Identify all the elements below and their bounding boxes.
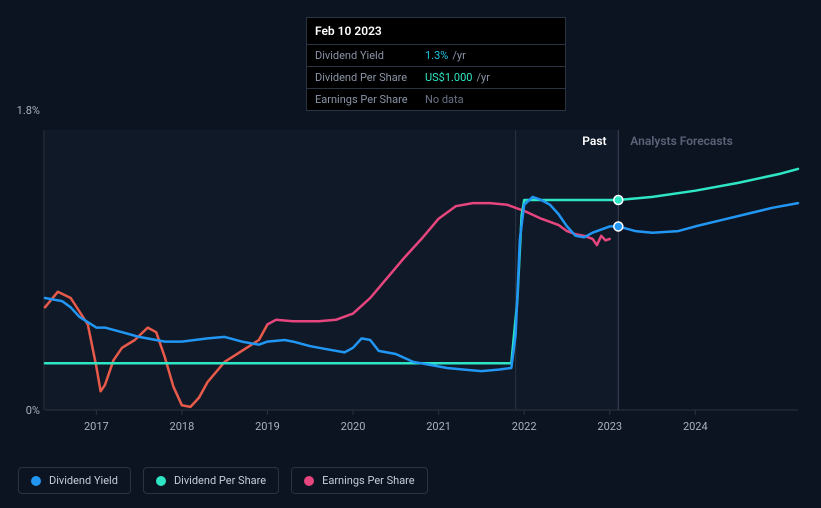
x-axis-year: 2020: [341, 420, 366, 433]
legend-label: Dividend Yield: [49, 474, 118, 487]
chart-area[interactable]: 1.8% 0% Past Analysts Forecasts 20172018…: [0, 110, 821, 460]
tooltip-label: Dividend Per Share: [315, 71, 425, 84]
section-label-forecast: Analysts Forecasts: [630, 134, 732, 148]
legend-dot: [31, 476, 41, 486]
x-axis-year: 2017: [84, 420, 109, 433]
legend-label: Dividend Per Share: [174, 474, 266, 487]
tooltip-row: Dividend Yield 1.3%/yr: [307, 45, 565, 67]
x-axis-year: 2019: [255, 420, 280, 433]
legend-item-dividend-per-share[interactable]: Dividend Per Share: [143, 467, 279, 494]
tooltip-value: No data: [425, 93, 464, 106]
tooltip-date: Feb 10 2023: [307, 18, 565, 45]
x-axis-year: 2022: [512, 420, 537, 433]
chart-tooltip: Feb 10 2023 Dividend Yield 1.3%/yr Divid…: [306, 17, 566, 111]
y-axis-min-label: 0%: [0, 404, 40, 417]
tooltip-label: Dividend Yield: [315, 49, 425, 62]
chart-legend: Dividend Yield Dividend Per Share Earnin…: [18, 467, 428, 494]
chart-svg: [0, 110, 821, 460]
legend-dot: [156, 476, 166, 486]
x-axis-year: 2024: [683, 420, 708, 433]
legend-item-dividend-yield[interactable]: Dividend Yield: [18, 467, 131, 494]
tooltip-label: Earnings Per Share: [315, 93, 425, 106]
tooltip-value: 1.3%/yr: [425, 49, 466, 62]
tooltip-row: Dividend Per Share US$1.000/yr: [307, 67, 565, 89]
x-axis-year: 2021: [426, 420, 451, 433]
legend-dot: [304, 476, 314, 486]
y-axis-max-label: 1.8%: [0, 104, 40, 117]
tooltip-value: US$1.000/yr: [425, 71, 490, 84]
tooltip-row: Earnings Per Share No data: [307, 89, 565, 110]
section-label-past: Past: [582, 134, 606, 148]
legend-item-earnings-per-share[interactable]: Earnings Per Share: [291, 467, 428, 494]
legend-label: Earnings Per Share: [322, 474, 415, 487]
x-axis-year: 2023: [597, 420, 622, 433]
x-axis-year: 2018: [170, 420, 195, 433]
